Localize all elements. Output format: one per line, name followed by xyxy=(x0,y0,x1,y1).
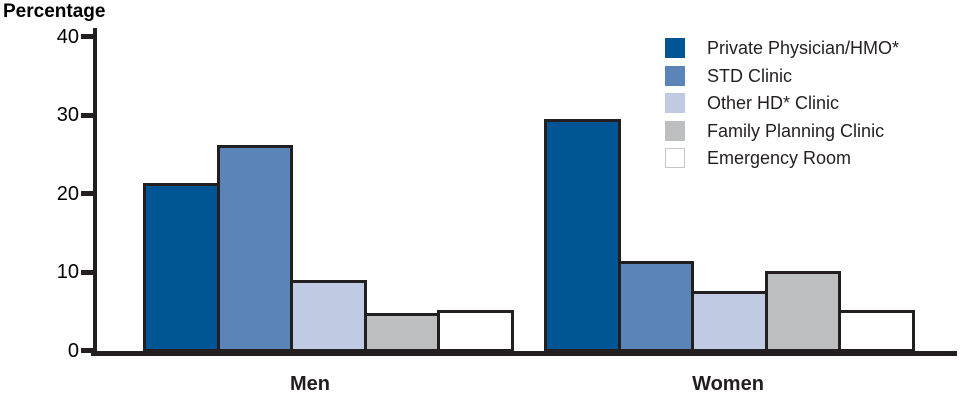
y-axis-line xyxy=(93,28,97,354)
legend-item: Other HD* Clinic xyxy=(665,93,955,113)
y-tick-mark xyxy=(81,112,94,118)
y-tick-mark xyxy=(81,348,94,353)
legend-item: Emergency Room xyxy=(665,148,955,168)
legend-item: STD Clinic xyxy=(665,65,955,86)
bar-men-2 xyxy=(216,144,293,352)
y-tick-mark xyxy=(81,191,94,196)
bar-women-5 xyxy=(838,310,915,352)
legend-item: Private Physician/HMO* xyxy=(665,38,955,58)
y-tick-label: 20 xyxy=(56,182,79,205)
y-tick-label: 40 xyxy=(56,25,79,48)
legend-swatch xyxy=(665,120,685,141)
legend-item: Family Planning Clinic xyxy=(665,120,955,141)
bar-men-5 xyxy=(437,309,514,352)
y-tick-mark xyxy=(81,269,94,275)
bar-women-2 xyxy=(617,260,694,352)
legend-swatch xyxy=(665,38,685,58)
bar-women-3 xyxy=(691,290,768,352)
legend-swatch xyxy=(665,65,685,86)
y-tick-label: 30 xyxy=(56,104,79,126)
x-axis-line xyxy=(91,351,957,356)
y-axis-title: Percentage xyxy=(3,1,106,22)
legend-swatch xyxy=(665,93,685,113)
bar-men-1 xyxy=(143,183,220,352)
legend-label: Family Planning Clinic xyxy=(707,120,885,141)
legend-swatch xyxy=(665,148,685,168)
y-tick-label: 10 xyxy=(56,261,79,283)
legend-label: STD Clinic xyxy=(707,65,793,86)
bar-women-4 xyxy=(764,271,841,352)
y-tick-label: 0 xyxy=(67,339,79,362)
bar-men-3 xyxy=(290,279,367,352)
bar-men-4 xyxy=(363,312,440,352)
bar-women-1 xyxy=(544,118,621,352)
legend-label: Other HD* Clinic xyxy=(707,93,840,113)
legend-label: Emergency Room xyxy=(707,148,852,168)
x-axis-label-women: Women xyxy=(692,373,764,395)
x-axis-label-men: Men xyxy=(290,373,330,395)
legend-label: Private Physician/HMO* xyxy=(707,38,900,58)
y-tick-mark xyxy=(81,34,94,39)
